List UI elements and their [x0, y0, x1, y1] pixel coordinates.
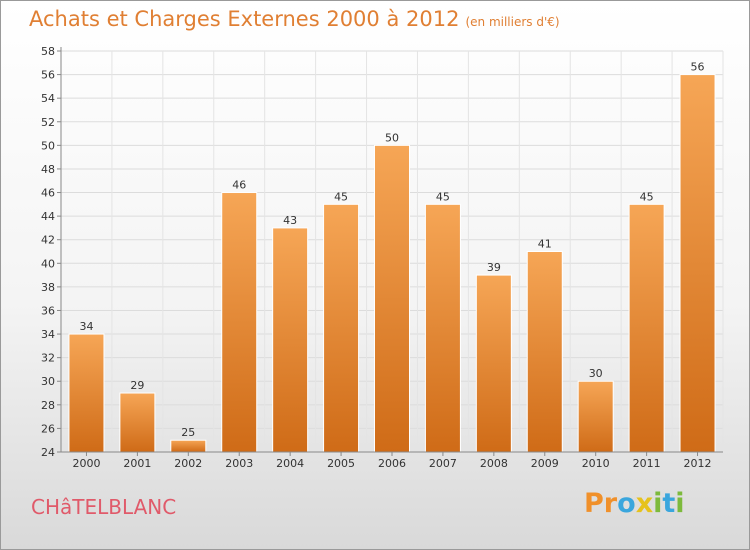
bar [679, 74, 716, 453]
x-tick-label: 2002 [174, 457, 202, 470]
x-tick-label: 2009 [531, 457, 559, 470]
x-tick-label: 2000 [72, 457, 100, 470]
y-tick-label: 46 [41, 187, 55, 200]
y-tick-label: 58 [41, 45, 55, 58]
bar [526, 251, 563, 453]
bar [170, 439, 207, 453]
bar-value-label: 29 [130, 379, 144, 392]
bar-value-label: 39 [487, 261, 501, 274]
bar-value-label: 25 [181, 426, 195, 439]
bar-value-label: 41 [538, 238, 552, 251]
bar-value-label: 45 [640, 190, 654, 203]
bar-value-label: 56 [691, 61, 705, 74]
bar-value-label: 43 [283, 214, 297, 227]
y-tick-label: 42 [41, 234, 55, 247]
x-tick-label: 2007 [429, 457, 457, 470]
bar [119, 392, 156, 453]
x-tick-label: 2004 [276, 457, 304, 470]
x-tick-label: 2005 [327, 457, 355, 470]
commune-name: CHâTELBLANC [31, 495, 177, 519]
bar [221, 192, 258, 453]
x-tick-label: 2001 [123, 457, 151, 470]
logo-letter: P [584, 488, 604, 519]
y-tick-label: 24 [41, 446, 55, 459]
bar [628, 203, 665, 453]
y-tick-label: 32 [41, 352, 55, 365]
y-tick-label: 44 [41, 210, 55, 223]
x-tick-label: 2012 [684, 457, 712, 470]
bar [424, 203, 461, 453]
bar-value-label: 46 [232, 179, 246, 192]
y-tick-label: 26 [41, 422, 55, 435]
x-tick-label: 2006 [378, 457, 406, 470]
x-tick-label: 2010 [582, 457, 610, 470]
bar [374, 144, 410, 453]
bar-value-label: 50 [385, 131, 399, 144]
bar-value-label: 34 [79, 320, 93, 333]
y-tick-label: 28 [41, 399, 55, 412]
proxiti-logo: Proxiti [584, 488, 685, 519]
logo-letter: i [675, 488, 685, 519]
bar-value-label: 30 [589, 367, 603, 380]
bar-value-label: 45 [436, 190, 450, 203]
y-tick-label: 38 [41, 281, 55, 294]
chart-title: Achats et Charges Externes 2000 à 2012 (e… [29, 7, 560, 31]
y-tick-label: 48 [41, 163, 55, 176]
y-tick-label: 34 [41, 328, 55, 341]
logo-letter: t [662, 488, 676, 519]
y-tick-label: 56 [41, 69, 55, 82]
bar [475, 274, 512, 453]
bar [272, 227, 309, 453]
logo-letter: i [653, 488, 663, 519]
y-tick-label: 30 [41, 375, 55, 388]
y-tick-label: 36 [41, 304, 55, 317]
logo-letter: o [617, 488, 636, 519]
y-tick-label: 40 [41, 257, 55, 270]
logo-letter: r [603, 488, 618, 519]
logo-letter: x [635, 488, 654, 519]
bar-value-label: 45 [334, 190, 348, 203]
bar [577, 380, 614, 453]
bar [323, 203, 360, 453]
y-tick-label: 54 [41, 92, 55, 105]
x-tick-label: 2011 [633, 457, 661, 470]
y-tick-label: 52 [41, 116, 55, 129]
x-tick-label: 2003 [225, 457, 253, 470]
bar [68, 333, 105, 453]
chart-subtitle: (en milliers d'€) [465, 15, 560, 29]
x-tick-label: 2008 [480, 457, 508, 470]
chart-title-text: Achats et Charges Externes 2000 à 2012 [29, 7, 460, 31]
y-tick-label: 50 [41, 139, 55, 152]
